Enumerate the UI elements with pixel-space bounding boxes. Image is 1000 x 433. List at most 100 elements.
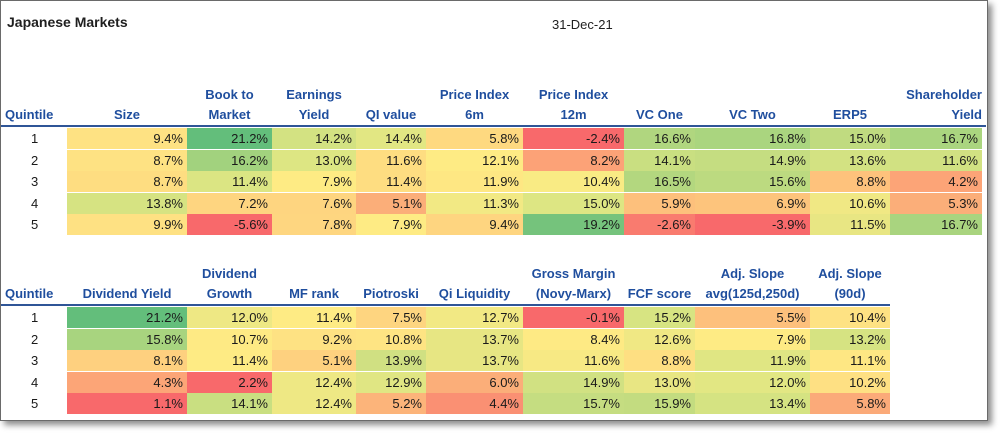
value-cell: 11.3% (426, 192, 523, 214)
column-header: Price Index 12m (538, 87, 609, 122)
value-cell: -2.6% (624, 214, 695, 235)
column-header: Book to Market (205, 87, 254, 122)
column-header: Quintile (5, 107, 54, 122)
value-cell: 11.4% (272, 307, 356, 328)
column-header: QI value (365, 107, 417, 122)
report-date: 31-Dec-21 (552, 17, 613, 32)
value-cell: 11.1% (810, 350, 890, 371)
value-cell: 12.1% (426, 149, 523, 171)
header-rule (1, 125, 986, 127)
value-cell: 16.5% (624, 171, 695, 192)
column-header: ERP5 (833, 107, 867, 122)
column-header: Dividend Yield (82, 286, 172, 301)
value-cell: 14.2% (272, 128, 356, 149)
column-header: Price Index 6m (439, 87, 510, 122)
value-cell: 5.5% (695, 307, 810, 328)
column-header: Earnings Yield (286, 87, 342, 122)
value-cell: 10.4% (810, 307, 890, 328)
value-cell: 10.8% (356, 328, 426, 350)
quintile-label: 4 (31, 195, 39, 211)
value-cell: 1.1% (67, 393, 187, 414)
report-title: Japanese Markets (7, 14, 128, 30)
value-cell: 8.2% (523, 149, 624, 171)
value-cell: 7.2% (187, 192, 272, 214)
value-cell: 11.9% (426, 171, 523, 192)
value-cell: 5.8% (810, 393, 890, 414)
value-cell: 15.6% (695, 171, 810, 192)
value-cell: 16.8% (695, 128, 810, 149)
value-cell: 16.6% (624, 128, 695, 149)
value-cell: 11.4% (356, 171, 426, 192)
value-cell: 8.7% (67, 149, 187, 171)
value-cell: 15.9% (624, 393, 695, 414)
value-cell: 11.6% (890, 149, 982, 171)
value-cell: 9.4% (426, 214, 523, 235)
value-cell: 10.2% (810, 371, 890, 393)
value-cell: 6.0% (426, 371, 523, 393)
value-cell: 5.2% (356, 393, 426, 414)
column-header: Adj. Slope (90d) (818, 266, 882, 301)
value-cell: 16.2% (187, 149, 272, 171)
column-header: VC Two (729, 107, 776, 122)
column-header: Qi Liquidity (438, 286, 511, 301)
quintile-label: 5 (31, 217, 39, 232)
value-cell: 13.2% (810, 328, 890, 350)
value-cell: 5.8% (426, 128, 523, 149)
value-cell: 16.7% (890, 128, 982, 149)
value-cell: 21.2% (67, 307, 187, 328)
quintile-label: 4 (31, 374, 39, 390)
value-cell: 8.8% (624, 350, 695, 371)
value-cell: 2.2% (187, 371, 272, 393)
value-cell: 10.6% (810, 192, 890, 214)
value-cell: -0.1% (523, 307, 624, 328)
column-header: Quintile (5, 286, 54, 301)
value-cell: 4.2% (890, 171, 982, 192)
value-cell: 14.9% (695, 149, 810, 171)
column-header: Adj. Slope avg(125d,250d) (705, 266, 800, 301)
value-cell: 12.6% (624, 328, 695, 350)
value-cell: 13.7% (426, 350, 523, 371)
value-cell: 11.9% (695, 350, 810, 371)
quintile-label: 2 (31, 152, 39, 168)
value-cell: 11.6% (356, 149, 426, 171)
report-panel: Japanese Markets 31-Dec-21 Quintile Size B… (0, 0, 988, 421)
value-cell: 7.6% (272, 192, 356, 214)
value-cell: 6.9% (695, 192, 810, 214)
value-cell: 11.4% (187, 171, 272, 192)
value-cell: 12.4% (272, 371, 356, 393)
value-cell: 14.1% (187, 393, 272, 414)
value-cell: 13.6% (810, 149, 890, 171)
value-cell: 9.2% (272, 328, 356, 350)
value-cell: 15.0% (523, 192, 624, 214)
value-cell: 13.4% (695, 393, 810, 414)
quintile-label: 1 (31, 131, 39, 146)
quintile-label: 2 (31, 331, 39, 347)
value-cell: 4.3% (67, 371, 187, 393)
column-header: Shareholder Yield (906, 87, 982, 122)
value-cell: 12.7% (426, 307, 523, 328)
value-cell: 11.5% (810, 214, 890, 235)
column-header: Size (113, 107, 140, 122)
value-cell: 5.9% (624, 192, 695, 214)
value-cell: 12.0% (187, 307, 272, 328)
value-cell: 5.3% (890, 192, 982, 214)
value-cell: 7.9% (356, 214, 426, 235)
value-cell: 9.9% (67, 214, 187, 235)
value-cell: 15.8% (67, 328, 187, 350)
value-cell: 7.8% (272, 214, 356, 235)
column-header: Dividend Growth (202, 266, 257, 301)
value-cell: 12.4% (272, 393, 356, 414)
quintile-label: 5 (31, 396, 39, 411)
value-cell: 8.8% (810, 171, 890, 192)
column-header: MF rank (289, 286, 339, 301)
value-cell: 10.7% (187, 328, 272, 350)
value-cell: 21.2% (187, 128, 272, 149)
value-cell: 19.2% (523, 214, 624, 235)
column-header: Piotroski (363, 286, 419, 301)
header-rule (1, 304, 890, 306)
value-cell: 7.9% (695, 328, 810, 350)
value-cell: 7.9% (272, 171, 356, 192)
quintile-label: 1 (31, 310, 39, 325)
value-cell: 12.9% (356, 371, 426, 393)
value-cell: 8.1% (67, 350, 187, 371)
